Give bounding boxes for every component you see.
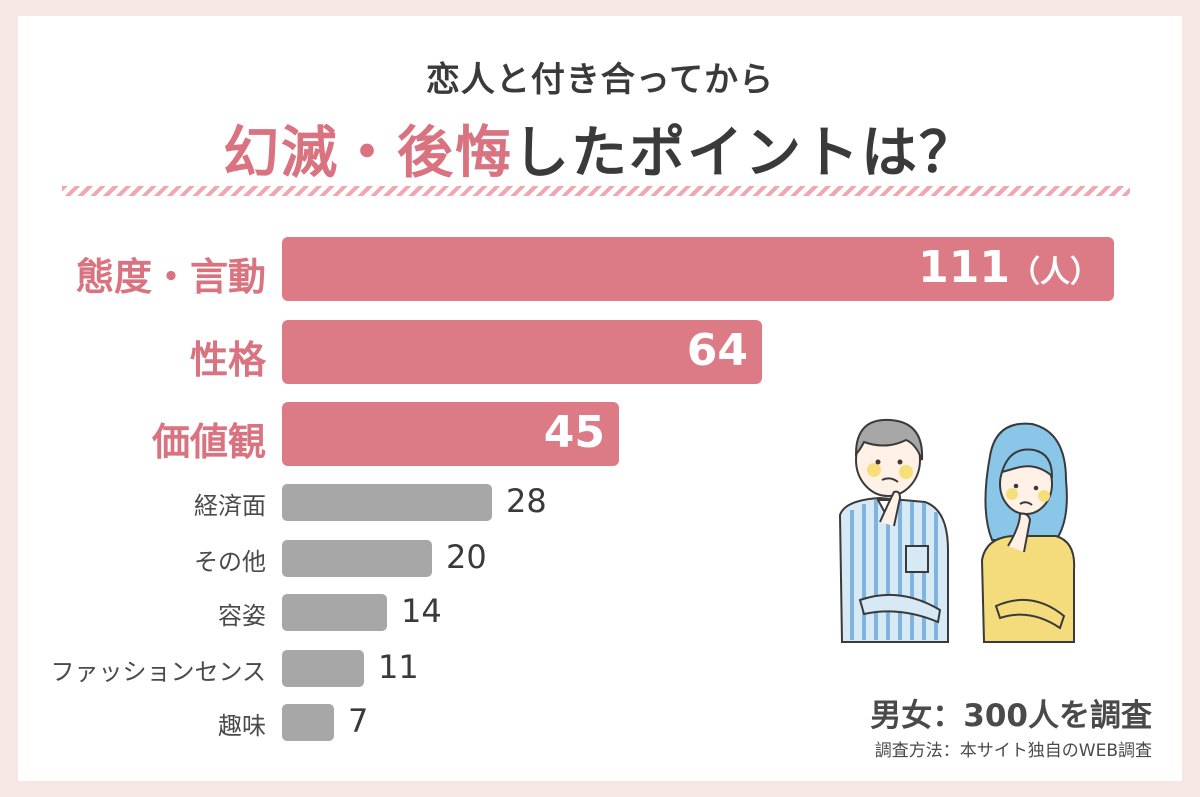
thinking-couple-illustration [820, 410, 1090, 660]
category-label: 態度・言動 [76, 246, 266, 301]
title-line-1: 恋人と付き合ってから [0, 52, 1200, 101]
value-label: 64 [687, 325, 748, 376]
value-label: 45 [544, 407, 605, 458]
bar [282, 484, 492, 521]
value-label: 28 [506, 482, 547, 520]
category-label: 容姿 [218, 596, 266, 631]
bar [282, 650, 364, 687]
category-label: 価値観 [152, 411, 266, 466]
value-label: 14 [401, 592, 442, 630]
decorative-stripe-divider [62, 186, 1130, 196]
title-accent: 幻滅・後悔 [223, 121, 513, 186]
survey-sample-text: 男女：300人を調査 [818, 690, 1152, 735]
woman-figure [982, 424, 1074, 642]
category-label: 経済面 [194, 486, 266, 521]
value-label: 111（人） [918, 242, 1100, 293]
category-label: その他 [194, 542, 266, 577]
value-label: 7 [348, 702, 368, 740]
bar [282, 540, 432, 577]
value-label: 11 [378, 648, 419, 686]
bar [282, 594, 387, 631]
category-label: 趣味 [218, 706, 266, 741]
value-label: 20 [446, 538, 487, 576]
unit-label: （人） [1010, 255, 1100, 290]
bar [282, 704, 334, 741]
survey-method-text: 調査方法：本サイト独自のWEB調査 [818, 736, 1152, 761]
category-label: 性格 [190, 329, 266, 384]
title-line-2: 幻滅・後悔したポイントは？ [0, 108, 1200, 189]
title-rest: したポイントは？ [513, 121, 977, 186]
category-label: ファッションセンス [50, 652, 266, 687]
man-figure [840, 420, 948, 642]
